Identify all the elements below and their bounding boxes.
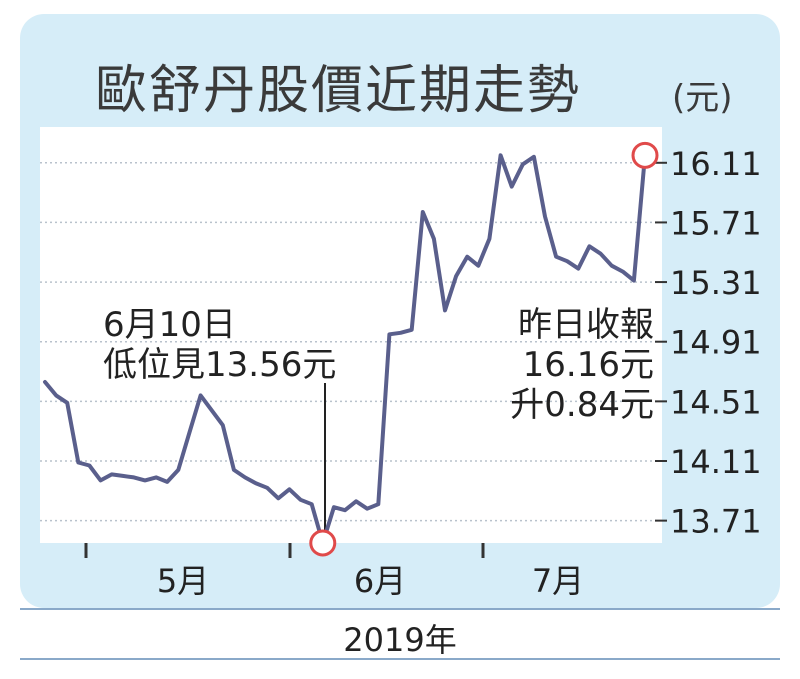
close-annotation-label: 昨日收報 (518, 305, 654, 345)
y-tick-label: 13.71 (670, 503, 762, 541)
close-annotation-value: 16.16元 (522, 345, 654, 385)
y-tick-label: 15.71 (670, 204, 762, 242)
low-point-marker (309, 529, 337, 557)
x-tick-label: 7月 (532, 562, 584, 600)
x-axis-year-band: 2019年 (20, 608, 780, 660)
price-series-line (43, 153, 647, 545)
close-annotation: 昨日收報 16.16元 升0.84元 (468, 305, 654, 425)
x-axis-year-label: 2019年 (343, 621, 457, 659)
x-tick-label: 5月 (157, 562, 209, 600)
low-annotation-value: 低位見13.56元 (103, 345, 337, 385)
y-tick-label: 14.91 (670, 324, 762, 362)
x-tick-label: 6月 (354, 562, 406, 600)
y-tick-label: 15.31 (670, 264, 762, 302)
close-annotation-change: 升0.84元 (510, 385, 654, 425)
y-tick-label: 16.11 (670, 145, 762, 183)
latest-close-marker (631, 141, 659, 169)
plot-area (40, 127, 662, 543)
y-tick-label: 14.51 (670, 383, 762, 421)
low-annotation-date: 6月10日 (103, 305, 236, 345)
y-axis-unit: (元) (672, 78, 733, 118)
y-tick-label: 14.11 (670, 443, 762, 481)
low-annotation: 6月10日 低位見13.56元 (103, 305, 336, 385)
chart-title: 歐舒丹股價近期走勢 (95, 61, 582, 121)
